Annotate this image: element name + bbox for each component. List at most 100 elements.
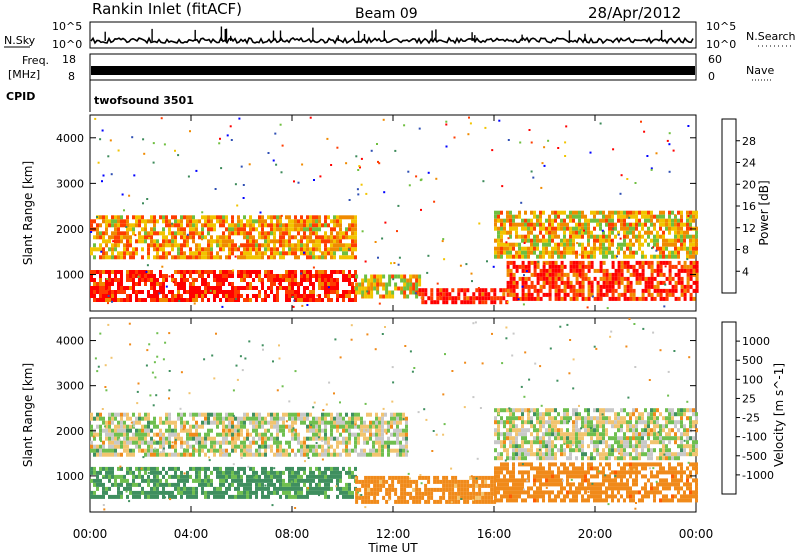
- range-cell: [536, 238, 539, 243]
- range-cell: [281, 277, 284, 280]
- range-cell: [509, 424, 512, 429]
- range-cell: [180, 486, 183, 491]
- range-cell: [174, 219, 177, 224]
- range-cell: [641, 242, 644, 247]
- range-cell: [551, 490, 554, 495]
- range-cell: [518, 210, 521, 215]
- range-cell: [234, 297, 237, 300]
- range-cell: [354, 235, 357, 240]
- range-cell: [509, 456, 512, 461]
- range-cell: [99, 478, 102, 483]
- range-cell: [273, 490, 276, 495]
- range-cell: [231, 298, 234, 302]
- range-cell: [270, 482, 273, 487]
- range-cell: [590, 260, 594, 265]
- range-cell: [527, 276, 531, 281]
- range-cell: [135, 482, 138, 487]
- range-cell: [494, 246, 497, 251]
- range-cell: [460, 483, 464, 488]
- range-cell: [249, 474, 252, 479]
- range-cell: [409, 491, 413, 496]
- range-cell: [451, 479, 455, 484]
- range-cell: [162, 298, 165, 302]
- range-cell: [207, 274, 210, 278]
- range-cell: [357, 432, 360, 437]
- range-cell: [168, 424, 171, 429]
- range-cell: [201, 436, 204, 441]
- range-cell: [324, 470, 327, 475]
- range-cell: [533, 214, 536, 219]
- range-cell: [330, 270, 333, 274]
- range-cell: [533, 288, 537, 293]
- range-cell: [225, 219, 228, 224]
- range-cell: [364, 260, 367, 263]
- range-cell: [198, 474, 201, 479]
- range-cell: [566, 242, 569, 247]
- range-cell: [114, 294, 117, 298]
- range-cell: [354, 412, 357, 417]
- range-cell: [147, 490, 150, 495]
- range-cell: [357, 193, 360, 196]
- range-cell: [348, 274, 351, 278]
- range-cell: [442, 487, 446, 492]
- range-cell: [231, 470, 234, 475]
- range-cell: [255, 486, 258, 491]
- range-cell: [626, 260, 630, 265]
- range-cell: [279, 227, 282, 232]
- cpid-value: twofsound 3501: [94, 94, 194, 107]
- range-cell: [159, 470, 162, 475]
- range-cell: [650, 230, 653, 235]
- range-cell: [356, 188, 359, 191]
- range-cell: [171, 222, 174, 225]
- range-cell: [686, 482, 689, 487]
- range-cell: [503, 424, 506, 429]
- range-cell: [506, 218, 509, 223]
- range-cell: [201, 424, 204, 429]
- range-cell: [153, 466, 156, 471]
- range-cell: [258, 243, 261, 248]
- range-cell: [207, 270, 210, 274]
- freq-trace: [91, 66, 695, 75]
- range-cell: [695, 246, 698, 251]
- range-cell: [536, 280, 540, 285]
- range-cell: [315, 235, 318, 240]
- range-cell: [527, 474, 530, 479]
- range-cell: [159, 440, 162, 445]
- range-cell: [288, 251, 291, 256]
- colorbar-tick-label: 20: [742, 178, 756, 191]
- range-cell: [602, 284, 606, 289]
- range-cell: [530, 230, 533, 235]
- range-cell: [524, 238, 527, 243]
- freq-tick-bottom: 8: [68, 70, 75, 83]
- range-cell: [282, 286, 285, 290]
- range-cell: [318, 219, 321, 224]
- range-cell: [99, 243, 102, 248]
- range-cell: [466, 495, 470, 500]
- range-cell: [460, 495, 464, 500]
- range-cell: [644, 482, 647, 487]
- range-cell: [276, 440, 279, 445]
- range-cell: [686, 268, 690, 273]
- range-cell: [259, 211, 262, 214]
- range-cell: [560, 276, 564, 281]
- range-cell: [497, 474, 500, 479]
- range-cell: [647, 210, 650, 215]
- range-cell: [399, 448, 402, 453]
- range-cell: [532, 176, 535, 179]
- range-cell: [656, 254, 659, 259]
- range-cell: [388, 475, 392, 480]
- range-cell: [99, 444, 102, 449]
- range-cell: [680, 292, 684, 297]
- range-cell: [117, 286, 120, 290]
- range-cell: [111, 474, 114, 479]
- range-cell: [228, 251, 231, 256]
- range-cell: [620, 210, 623, 215]
- range-cell: [318, 444, 321, 449]
- range-cell: [279, 123, 282, 126]
- range-cell: [228, 270, 231, 274]
- range-cell: [120, 432, 123, 437]
- range-cell: [270, 286, 273, 290]
- range-cell: [171, 223, 174, 228]
- range-cell: [581, 486, 584, 491]
- range-cell: [396, 440, 399, 445]
